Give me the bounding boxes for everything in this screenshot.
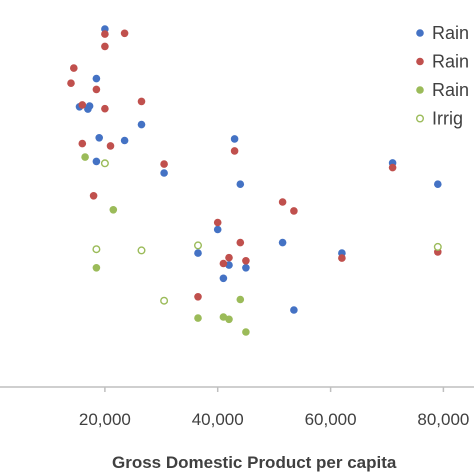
series-2-point-21 <box>242 257 250 265</box>
series-2-point-24 <box>388 163 397 172</box>
series-3-point-2 <box>109 206 118 214</box>
series-1-point-7 <box>120 136 129 145</box>
series-1-point-22 <box>434 180 442 188</box>
series-2-point-23 <box>338 254 346 262</box>
legend: Rain Rain Rain Irrig <box>416 23 469 129</box>
series-2-point-3 <box>101 42 109 51</box>
series-1-point-16 <box>219 274 228 283</box>
series-1-point-18 <box>278 238 287 247</box>
series-2-point-16 <box>290 207 298 215</box>
x-tick-label-3: 60,000 <box>305 410 357 429</box>
series-2-point-2 <box>101 30 109 38</box>
series-2-point-11 <box>106 142 115 150</box>
legend-label-2: Rain <box>432 52 469 72</box>
series-1-point-10 <box>160 169 168 177</box>
series-4-point-6 <box>433 242 442 251</box>
series-2-point-4 <box>70 64 78 72</box>
x-axis-ticks <box>104 387 445 392</box>
legend-marker-3 <box>416 86 424 94</box>
series-3-point-7 <box>242 328 250 336</box>
series-1-point-12 <box>236 180 245 188</box>
series-2-point-14 <box>89 192 98 200</box>
series-2-point-1 <box>120 29 129 38</box>
series-1-point-14 <box>194 249 202 257</box>
series-1-point-13 <box>213 225 222 234</box>
series-1-point-2 <box>92 74 101 83</box>
series-2-point-17 <box>213 218 222 227</box>
series-3-point-1 <box>81 153 89 161</box>
legend-label-3: Rain <box>432 80 469 100</box>
series-1-point-19 <box>290 306 298 314</box>
data-points <box>67 25 442 336</box>
series-1-point-11 <box>230 135 239 143</box>
series-2-point-22 <box>194 293 202 301</box>
series-2-point-13 <box>230 147 239 155</box>
x-tick-label-4: 80,000 <box>417 410 469 429</box>
series-4-point-1 <box>100 159 109 168</box>
series-2-point-6 <box>92 85 101 94</box>
series-1-point-17 <box>242 264 250 272</box>
series-1-point-9 <box>92 157 101 166</box>
series-4-point-5 <box>193 241 202 250</box>
x-tick-label-1: 20,000 <box>79 410 131 429</box>
legend-label-4: Irrig <box>432 109 463 129</box>
series-4-point-4 <box>160 296 169 305</box>
series-2-point-7 <box>78 101 87 109</box>
legend-marker-4 <box>416 114 425 123</box>
series-2-point-19 <box>225 253 233 262</box>
x-tick-label-2: 40,000 <box>192 410 244 429</box>
series-3-point-4 <box>194 314 202 322</box>
legend-label-1: Rain <box>432 23 469 43</box>
series-2-point-8 <box>101 104 109 113</box>
x-axis-tick-labels: 20,000 40,000 60,000 80,000 <box>79 410 469 429</box>
legend-marker-1 <box>416 29 424 37</box>
series-3-point-8 <box>236 295 245 304</box>
series-3-point-6 <box>225 315 233 324</box>
series-2-point-9 <box>137 97 146 106</box>
series-1-point-5 <box>84 105 92 113</box>
series-2-point-15 <box>278 198 287 206</box>
series-4-point-3 <box>137 246 146 255</box>
series-3-point-3 <box>92 264 101 272</box>
series-2-point-12 <box>160 160 168 168</box>
series-1-point-8 <box>137 120 146 129</box>
series-2-point-18 <box>236 238 245 247</box>
x-axis-title: Gross Domestic Product per capita <box>112 453 397 472</box>
legend-marker-2 <box>416 57 424 66</box>
series-2-point-20 <box>219 259 228 268</box>
series-4-point-2 <box>92 245 101 254</box>
series-2-point-5 <box>67 79 75 87</box>
series-1-point-6 <box>95 134 103 142</box>
series-2-point-10 <box>78 139 87 148</box>
